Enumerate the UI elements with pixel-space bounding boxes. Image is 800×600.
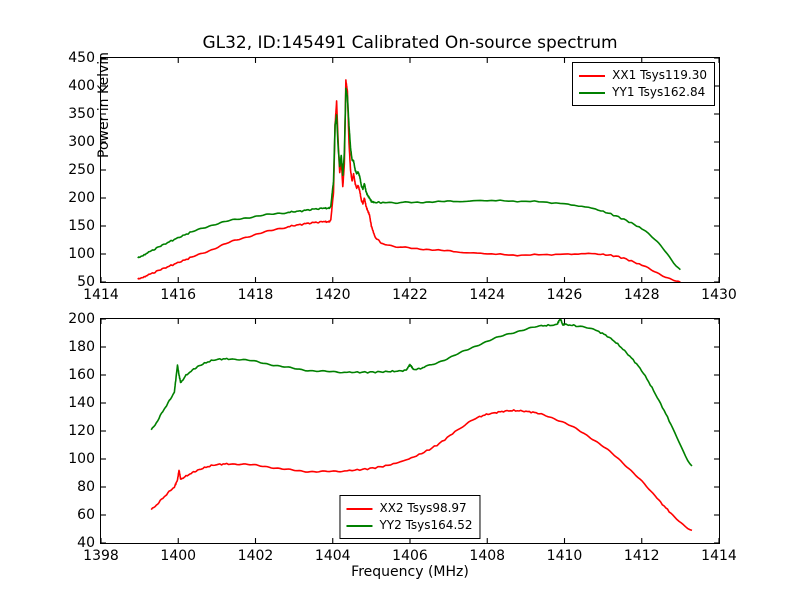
- x-tick-label: 1398: [83, 548, 119, 564]
- x-tick-label: 1404: [314, 548, 351, 564]
- legend-label-xx1: XX1 Tsys119.30: [612, 68, 707, 82]
- legend-item: YY2 Tsys164.52: [346, 517, 473, 534]
- legend-swatch-xx1: [579, 74, 606, 77]
- legend-swatch-yy1: [579, 91, 606, 94]
- legend-label-yy1: YY1 Tsys162.84: [612, 85, 706, 99]
- y-tick-label: 350: [68, 106, 95, 122]
- y-tick-label: 120: [68, 423, 95, 439]
- bottom-legend: XX2 Tsys98.97 YY2 Tsys164.52: [339, 495, 481, 539]
- y-tick-label: 200: [68, 190, 95, 206]
- x-tick-label: 1400: [160, 548, 197, 564]
- y-tick-label: 300: [68, 134, 95, 150]
- x-tick-label: 1414: [83, 287, 119, 303]
- top-legend: XX1 Tsys119.30 YY1 Tsys162.84: [572, 62, 715, 106]
- x-tick-label: 1402: [237, 548, 274, 564]
- x-tick-label: 1428: [623, 287, 660, 303]
- y-tick-label: 160: [68, 367, 95, 383]
- y-tick-label: 50: [77, 274, 95, 290]
- series-line: [138, 80, 681, 282]
- y-tick-label: 100: [68, 246, 95, 262]
- series-line: [138, 88, 681, 269]
- x-tick-label: 1412: [623, 548, 660, 564]
- x-tick-label: 1418: [237, 287, 274, 303]
- legend-label-yy2: YY2 Tsys164.52: [379, 518, 473, 532]
- y-tick-label: 60: [77, 507, 95, 523]
- legend-label-xx2: XX2 Tsys98.97: [379, 501, 467, 515]
- x-tick-label: 1420: [314, 287, 351, 303]
- y-tick-label: 400: [68, 78, 95, 94]
- series-line: [151, 410, 692, 531]
- x-tick-label: 1406: [392, 548, 428, 564]
- y-tick-label: 80: [77, 479, 95, 495]
- y-tick-label: 100: [68, 451, 95, 467]
- y-tick-label: 150: [68, 218, 95, 234]
- legend-item: XX1 Tsys119.30: [579, 67, 707, 84]
- x-tick-label: 1426: [546, 287, 583, 303]
- top-plot-canvas: [101, 58, 719, 282]
- top-spectrum-axes: Power in Kelvin XX1 Tsys119.30 YY1 Tsys1…: [68, 50, 737, 303]
- x-tick-label: 1414: [701, 548, 737, 564]
- x-tick-label: 1424: [469, 287, 506, 303]
- legend-swatch-yy2: [346, 524, 373, 527]
- legend-swatch-xx2: [346, 507, 373, 510]
- x-tick-label: 1422: [392, 287, 428, 303]
- x-tick-label: 1430: [701, 287, 737, 303]
- x-tick-label: 1410: [546, 548, 583, 564]
- x-axis-label: Frequency (MHz): [351, 564, 469, 580]
- y-tick-label: 200: [68, 311, 95, 327]
- y-tick-label: 250: [68, 162, 95, 178]
- series-line: [151, 319, 692, 466]
- y-tick-label: 450: [68, 50, 95, 66]
- x-tick-label: 1408: [469, 548, 506, 564]
- page-title: GL32, ID:145491 Calibrated On-source spe…: [202, 33, 618, 53]
- y-tick-label: 140: [68, 395, 95, 411]
- legend-item: XX2 Tsys98.97: [346, 500, 472, 517]
- y-tick-label: 40: [77, 535, 95, 551]
- legend-item: YY1 Tsys162.84: [579, 84, 707, 101]
- x-tick-label: 1416: [160, 287, 197, 303]
- bottom-spectrum-axes: XX2 Tsys98.97 YY2 Tsys164.52 200 180 160 14…: [68, 311, 737, 564]
- bottom-plot-canvas: [101, 319, 719, 543]
- y-tick-label: 180: [68, 339, 95, 355]
